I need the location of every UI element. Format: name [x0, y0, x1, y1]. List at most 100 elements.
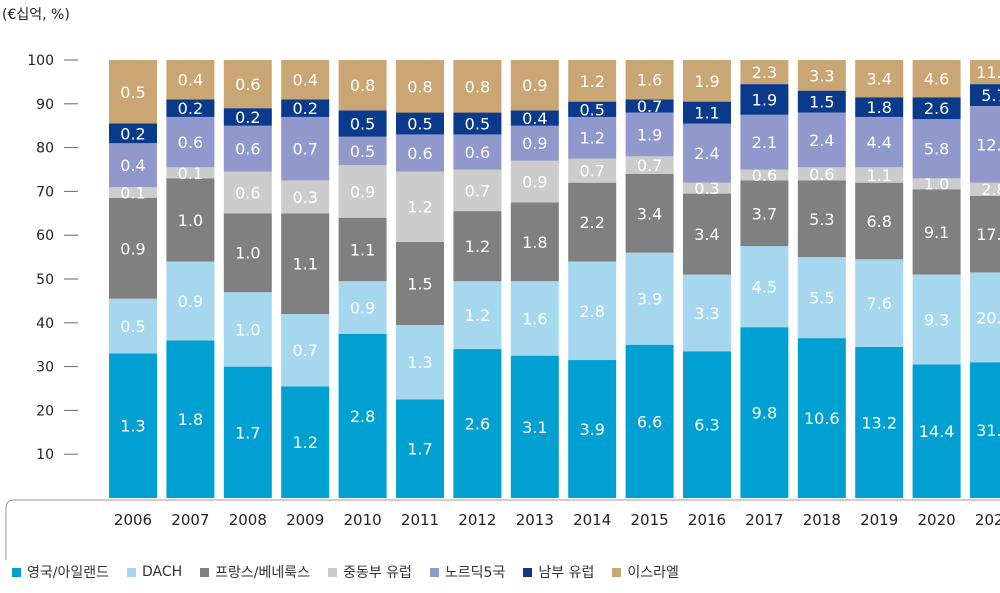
legend-swatch — [12, 567, 21, 577]
data-label: 2.8 — [579, 302, 604, 321]
data-label: 1.8 — [522, 233, 547, 252]
bar-segment — [970, 272, 1000, 363]
bar-segment — [166, 340, 215, 498]
bar-segment — [396, 60, 444, 113]
legend-swatch — [328, 567, 338, 577]
bar-segment — [970, 182, 1000, 196]
data-label: 5.5 — [809, 289, 834, 308]
bar-stack-2013: 3.1 1.6 1.8 0.9 0.9 0.4 0.9 — [510, 60, 559, 498]
bar-segment — [223, 366, 272, 498]
bar-segment — [970, 105, 1000, 183]
bar-segment — [683, 182, 731, 194]
bar-stack-2012: 2.6 1.2 1.2 0.7 0.6 0.5 0.8 — [453, 60, 502, 498]
bar-segment — [625, 112, 674, 157]
bar-segment — [740, 114, 789, 170]
legend-label: 이스라엘 — [627, 565, 679, 581]
bar-segment — [338, 333, 387, 498]
x-tick-label: 2018 — [803, 511, 841, 529]
bar-stack-2009: 1.2 0.7 1.1 0.3 0.7 0.2 0.4 — [281, 60, 330, 498]
bar-segment — [281, 180, 330, 214]
bar-segment — [912, 60, 961, 98]
bar-segment — [625, 156, 674, 174]
bar-segment — [223, 171, 272, 214]
bar-segment — [683, 101, 731, 124]
bar-segment — [568, 158, 617, 183]
bar-segment — [109, 298, 157, 354]
data-label: 0.4 — [522, 109, 547, 128]
bar-segment — [281, 116, 330, 181]
bar-segment — [855, 182, 904, 260]
data-label: 3.7 — [752, 204, 777, 223]
data-label: 1.6 — [637, 71, 662, 90]
bar-segment — [510, 281, 559, 356]
data-label: 9.1 — [924, 223, 949, 242]
data-label: 0.3 — [694, 179, 719, 198]
data-label: 0.7 — [637, 97, 662, 116]
data-label: 3.3 — [809, 66, 834, 85]
data-label: 2.4 — [694, 144, 719, 163]
bar-segment — [683, 60, 731, 102]
data-label: 6.8 — [866, 212, 891, 231]
data-label: 0.7 — [637, 156, 662, 175]
data-label: 0.2 — [235, 108, 260, 127]
data-label: 1.0 — [924, 175, 949, 194]
data-label: 0.2 — [292, 99, 317, 118]
bar-stack-2016: 6.3 3.3 3.4 0.3 2.4 1.1 1.9 — [683, 60, 731, 498]
legend-swatch — [429, 567, 439, 577]
x-tick-label: 2006 — [114, 511, 152, 529]
bar-segment — [510, 160, 559, 203]
data-label: 2.4 — [809, 131, 834, 150]
data-label: 1.7 — [407, 440, 432, 459]
y-tick-label: 50 — [36, 272, 54, 288]
bar-segment — [281, 314, 330, 387]
bar-segment — [109, 353, 157, 498]
bar-segment — [740, 246, 789, 328]
bar-segment — [281, 386, 330, 498]
x-tick-label: 2021 — [975, 511, 1000, 529]
data-label: 1.3 — [120, 417, 145, 436]
bar-segment — [970, 60, 1000, 85]
legend-item: 중동부 유럽 — [328, 562, 412, 582]
bar-segment — [797, 338, 846, 498]
y-tick-label: 60 — [36, 228, 54, 244]
data-label: 1.9 — [694, 72, 719, 91]
legend-label: 중동부 유럽 — [343, 565, 412, 581]
bar-segment — [223, 108, 272, 126]
bar-segment — [568, 360, 617, 498]
legend-swatch — [612, 567, 622, 577]
data-label: 0.7 — [292, 341, 317, 360]
x-tick-label: 2020 — [918, 511, 956, 529]
data-label: 12.5 — [976, 135, 1000, 154]
data-label: 0.6 — [407, 144, 432, 163]
bar-segment — [510, 60, 559, 111]
bar-segment — [912, 178, 961, 190]
bar-segment — [568, 60, 617, 102]
bar-segment — [223, 125, 272, 172]
bar-segment — [797, 167, 846, 181]
legend-label: DACH — [142, 564, 183, 580]
bar-segment — [166, 167, 215, 179]
bar-segment — [625, 173, 674, 253]
data-label: 20.9 — [976, 308, 1000, 327]
bar-stack-2021: 31.7 20.9 17.9 2.8 12.5 5.7 11.2 — [970, 60, 1000, 498]
x-tick-label: 2008 — [229, 511, 267, 529]
bar-segment — [855, 259, 904, 347]
data-label: 0.8 — [350, 76, 375, 95]
data-label: 14.4 — [919, 422, 955, 441]
data-label: 5.3 — [809, 210, 834, 229]
data-label: 4.5 — [752, 278, 777, 297]
bar-segment — [338, 136, 387, 166]
bar-segment — [453, 169, 502, 212]
data-label: 1.2 — [579, 129, 604, 148]
data-label: 0.6 — [235, 75, 260, 94]
bar-segment — [912, 189, 961, 275]
data-label: 2.6 — [465, 415, 490, 434]
bars: 1.3 0.5 0.9 0.1 0.4 0.2 0.5 1.8 0.9 1.0 0.1 0.6 0.2 0… — [109, 60, 1000, 498]
bar-segment — [338, 165, 387, 218]
data-label: 1.1 — [350, 240, 375, 259]
x-tick-label: 2011 — [401, 511, 439, 529]
y-tick-label: 90 — [36, 97, 54, 113]
data-label: 0.5 — [120, 317, 145, 336]
data-label: 3.9 — [579, 420, 604, 439]
data-label: 0.9 — [350, 182, 375, 201]
